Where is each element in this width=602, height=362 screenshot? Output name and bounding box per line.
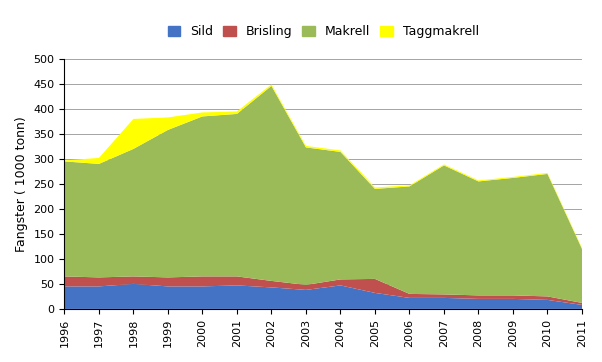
Legend: Sild, Brisling, Makrell, Taggmakrell: Sild, Brisling, Makrell, Taggmakrell	[163, 20, 484, 43]
Y-axis label: Fangster ( 1000 tonn): Fangster ( 1000 tonn)	[15, 116, 28, 252]
